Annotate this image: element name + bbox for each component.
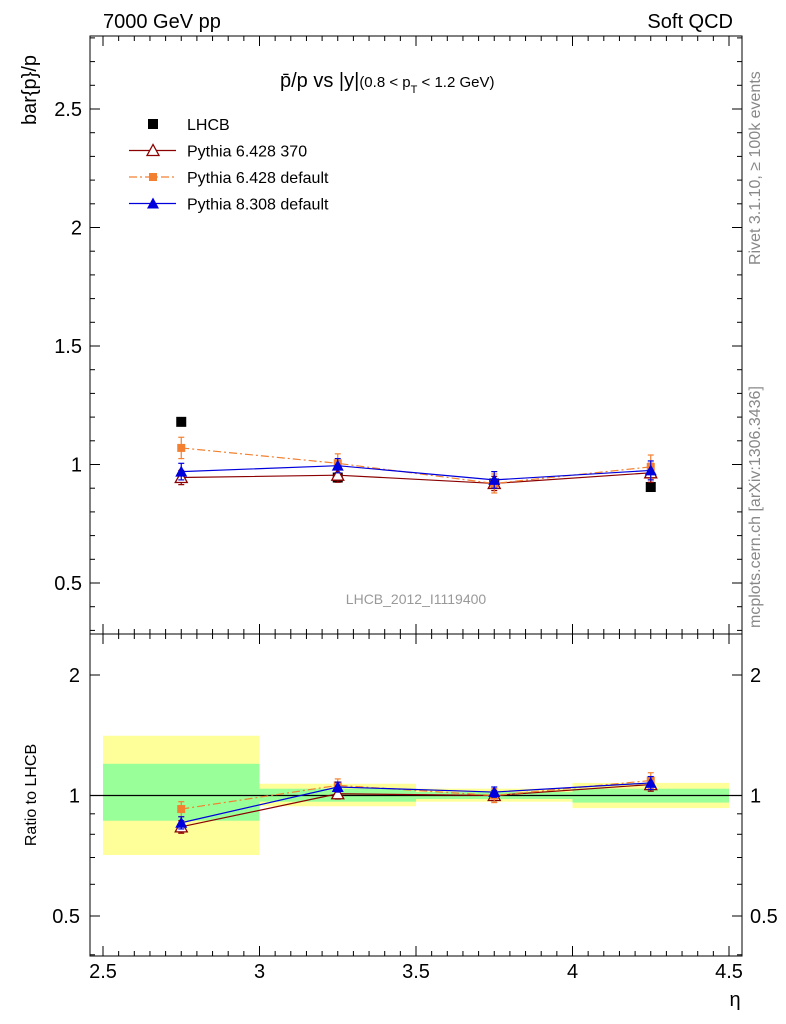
analysis-watermark: LHCB_2012_I1119400 [346, 591, 487, 607]
x-tick-label: 3 [254, 961, 265, 983]
data-point-py6_370 [330, 786, 345, 800]
x-tick-label: 4 [567, 961, 578, 983]
ratio-y-tick-label-right: 0.5 [750, 906, 778, 928]
data-point-py6_370 [330, 467, 345, 481]
data-point-py8_default [175, 816, 188, 828]
main-y-tick-label: 2.5 [54, 99, 82, 121]
legend-entry-py6_370: Pythia 6.428 370 [129, 143, 307, 161]
legend-marker [147, 197, 159, 209]
main-title-cut-open: (0.8 < p [359, 74, 410, 91]
data-point-lhcb [176, 416, 187, 427]
source-label: mcplots.cern.ch [arXiv:1306.3436] [747, 386, 764, 628]
data-point-py6_default [177, 805, 186, 814]
ratio-y-tick-label: 1 [69, 786, 80, 808]
legend-entry-lhcb: LHCB [148, 117, 230, 134]
main-title: p̄/p vs |y|(0.8 < pT < 1.2 GeV) [280, 70, 494, 96]
data-point-py8_default [488, 786, 501, 798]
header-right: Soft QCD [647, 11, 733, 33]
legend-label: Pythia 6.428 370 [187, 144, 307, 161]
main-title-cut-close: < 1.2 GeV) [417, 74, 494, 91]
ratio-y-tick-label: 0.5 [52, 906, 80, 928]
legend: LHCB Pythia 6.428 370 Pythia 6.428 default… [129, 117, 329, 214]
x-tick-labels: 2.5 3 3.5 4 4.5 [89, 961, 743, 983]
main-title-main: p̄/p vs |y| [280, 70, 359, 92]
series-line-py6_default [181, 779, 651, 810]
ratio-y-tick-labels: 0.5 0.5 1 1 2 2 [52, 665, 778, 928]
x-tick-label: 4.5 [715, 961, 743, 983]
main-y-tick-labels: 0.5 1 1.5 2 2.5 [54, 99, 82, 595]
main-y-tick-label: 2 [71, 218, 82, 240]
data-point-py8_default [644, 776, 657, 788]
x-tick-label: 2.5 [89, 961, 117, 983]
legend-label: Pythia 8.308 default [187, 197, 329, 214]
main-series-layer [174, 416, 658, 494]
ratio-y-tick-label-right: 1 [750, 786, 761, 808]
series-line-py6_370 [181, 783, 651, 828]
ratio-y-axis-label: Ratio to LHCB [23, 744, 40, 846]
ratio-series-layer [174, 772, 658, 834]
legend-marker [149, 173, 157, 181]
main-y-tick-label: 1.5 [54, 336, 82, 358]
header-left: 7000 GeV pp [103, 11, 221, 33]
ratio-plot-panel: 0.5 0.5 1 1 2 2 2.5 3 3.5 4 4.5 Ratio to LHCB η [23, 633, 778, 1011]
main-title-cut-sub: T [411, 84, 418, 96]
ratio-uncertainty-bands [90, 735, 742, 856]
x-axis-label: η [729, 989, 740, 1011]
legend-marker [148, 119, 158, 129]
legend-entry-py8_default: Pythia 8.308 default [129, 197, 329, 214]
series-line-py8_default [181, 465, 651, 481]
legend-marker [145, 143, 161, 157]
series-py6_default [177, 436, 655, 494]
series-line-py8_default [181, 782, 651, 824]
rivet-version-label: Rivet 3.1.10, ≥ 100k events [747, 71, 764, 265]
x-tick-label: 3.5 [402, 961, 430, 983]
legend-entry-py6_default: Pythia 6.428 default [129, 170, 329, 187]
legend-label: Pythia 6.428 default [187, 170, 329, 187]
data-point-lhcb [645, 482, 656, 493]
ratio-axis-ticks [90, 634, 742, 956]
data-point-py8_default [331, 459, 344, 471]
series-line-py6_370 [181, 472, 651, 485]
main-axis-ticks [90, 36, 742, 634]
data-point-py8_default [175, 465, 188, 477]
series-py8_default [175, 775, 657, 830]
data-point-py8_default [644, 464, 657, 476]
main-plot-panel: 0.5 1 1.5 2 2.5 bar{p}/p p̄/p vs |y|(0.8 < p… [19, 35, 743, 635]
data-point-py6_default [177, 443, 186, 452]
series-py8_default [175, 457, 657, 489]
data-point-py8_default [331, 781, 344, 793]
series-py6_370 [174, 462, 658, 492]
main-y-tick-label: 1 [71, 455, 82, 477]
main-y-tick-label: 0.5 [54, 573, 82, 595]
data-point-py8_default [488, 473, 501, 485]
ratio-y-tick-label-right: 2 [750, 665, 761, 687]
ratio-y-tick-label: 2 [69, 665, 80, 687]
main-y-axis-label: bar{p}/p [19, 55, 41, 125]
legend-label: LHCB [187, 117, 230, 134]
